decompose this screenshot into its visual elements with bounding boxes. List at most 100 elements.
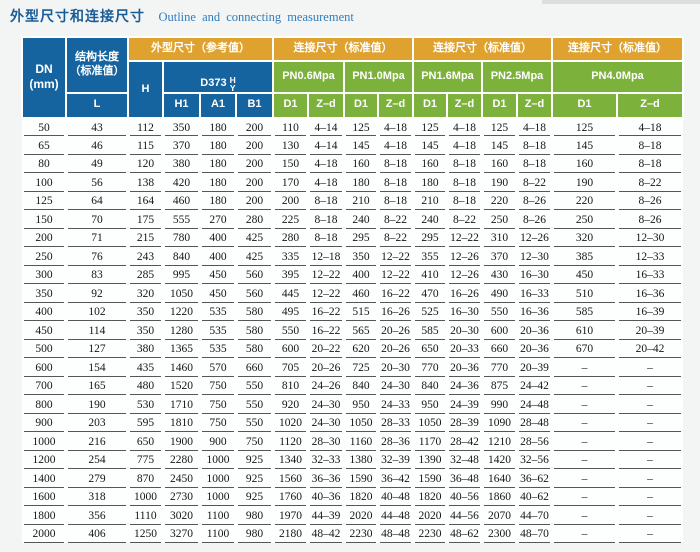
table-cell: 450 bbox=[200, 284, 236, 303]
table-cell: 400 bbox=[22, 302, 66, 322]
table-cell: 350 bbox=[128, 321, 163, 340]
table-header: DN (mm) 结构长度 （标准值） 外型尺寸（参考值） 连接尺寸（标准值） 连… bbox=[21, 36, 684, 119]
table-cell: 2000 bbox=[22, 524, 66, 544]
table-cell: 32–39 bbox=[378, 450, 413, 470]
table-row: 1600 318 1000 2730 1000 925 1760 40–36 1820 40–48… bbox=[22, 487, 683, 507]
table-cell: 990 bbox=[482, 395, 517, 414]
table-cell: 8–18 bbox=[308, 210, 344, 229]
table-cell: 8–18 bbox=[308, 191, 344, 211]
table-cell: 510 bbox=[552, 284, 617, 303]
table-cell: 1380 bbox=[344, 450, 378, 470]
table-cell: 24–48 bbox=[517, 395, 552, 414]
header-structural-length: 结构长度 （标准值） bbox=[65, 36, 129, 94]
table-cell: – bbox=[617, 450, 683, 470]
table-cell: 120 bbox=[128, 154, 163, 174]
table-cell: 800 bbox=[22, 395, 66, 414]
table-cell: 1420 bbox=[482, 450, 517, 470]
table-cell: 28–56 bbox=[517, 432, 552, 451]
header-pn25: PN2.5Mpa bbox=[481, 60, 553, 94]
table-cell: 380 bbox=[128, 339, 163, 359]
table-cell: 580 bbox=[236, 339, 273, 359]
table-cell: – bbox=[552, 450, 617, 470]
table-cell: 280 bbox=[273, 228, 308, 248]
table-cell: 4–18 bbox=[447, 136, 482, 155]
table-cell: 770 bbox=[482, 358, 517, 377]
table-row: 300 83 285 995 450 560 395 12–22 400 12–22 410 12–2… bbox=[22, 265, 683, 285]
table-cell: 320 bbox=[128, 284, 163, 303]
table-cell: 550 bbox=[236, 376, 273, 396]
header-outline-group: 外型尺寸（参考值） bbox=[127, 36, 274, 62]
table-cell: 80 bbox=[22, 154, 66, 174]
table-cell: 8–18 bbox=[447, 154, 482, 174]
table-cell: 145 bbox=[482, 136, 517, 155]
table-cell: 44–48 bbox=[378, 506, 413, 525]
table-cell: 180 bbox=[413, 173, 447, 192]
table-cell: 2730 bbox=[163, 487, 200, 507]
table-cell: 460 bbox=[344, 284, 378, 303]
table-row: 400 102 350 1220 535 580 495 16–22 515 16–26 525 16… bbox=[22, 302, 683, 322]
table-cell: 370 bbox=[482, 247, 517, 266]
table-cell: 450 bbox=[22, 321, 66, 340]
table-cell: 8–18 bbox=[517, 136, 552, 155]
table-cell: 1000 bbox=[22, 432, 66, 451]
table-cell: 1820 bbox=[344, 487, 378, 507]
table-cell: 1280 bbox=[163, 321, 200, 340]
table-cell: – bbox=[617, 395, 683, 414]
table-cell: 44–39 bbox=[308, 506, 344, 525]
table-cell: 8–26 bbox=[517, 191, 552, 211]
table-cell: 750 bbox=[200, 413, 236, 433]
header-d373: D373 H Y bbox=[162, 60, 274, 94]
table-cell: 180 bbox=[344, 173, 378, 192]
table-cell: 49 bbox=[66, 154, 128, 174]
table-cell: 350 bbox=[128, 302, 163, 322]
table-cell: 1120 bbox=[273, 432, 308, 451]
table-cell: 127 bbox=[66, 339, 128, 359]
table-cell: 380 bbox=[163, 154, 200, 174]
table-cell: 280 bbox=[236, 210, 273, 229]
header-pn10-zd: Z–d bbox=[377, 91, 414, 119]
table-cell: 660 bbox=[236, 358, 273, 377]
table-cell: 1400 bbox=[22, 469, 66, 488]
table-cell: 190 bbox=[482, 173, 517, 192]
table-cell: 210 bbox=[413, 191, 447, 211]
table-cell: 160 bbox=[413, 154, 447, 174]
table-cell: 450 bbox=[200, 265, 236, 285]
table-cell: 20–30 bbox=[447, 321, 482, 340]
table-cell: 875 bbox=[482, 376, 517, 396]
table-row: 1200 254 775 2280 1000 925 1340 32–33 1380 32–39 1… bbox=[22, 450, 683, 470]
table-cell: 28–48 bbox=[517, 413, 552, 433]
table-cell: – bbox=[552, 506, 617, 525]
table-cell: 16–33 bbox=[517, 284, 552, 303]
table-cell: 64 bbox=[66, 191, 128, 211]
table-cell: 36–62 bbox=[517, 469, 552, 488]
table-cell: 40–48 bbox=[378, 487, 413, 507]
table-cell: 1760 bbox=[273, 487, 308, 507]
table-cell: 16–33 bbox=[617, 265, 683, 285]
table-cell: 65 bbox=[22, 136, 66, 155]
table-cell: 925 bbox=[236, 450, 273, 470]
table-cell: 530 bbox=[128, 395, 163, 414]
table-cell: 1200 bbox=[22, 450, 66, 470]
table-cell: 650 bbox=[413, 339, 447, 359]
table-cell: 430 bbox=[482, 265, 517, 285]
table-cell: 225 bbox=[273, 210, 308, 229]
table-cell: 780 bbox=[163, 228, 200, 248]
table-cell: 28–42 bbox=[447, 432, 482, 451]
header-connect-group-2: 连接尺寸（标准值） bbox=[412, 36, 553, 62]
table-row: 50 43 112 350 180 200 110 4–14 125 4–18 125 4–18 125… bbox=[22, 117, 683, 137]
table-cell: 8–22 bbox=[617, 173, 683, 192]
table-cell: 210 bbox=[344, 191, 378, 211]
table-cell: 600 bbox=[273, 339, 308, 359]
table-cell: 1100 bbox=[200, 506, 236, 525]
table-cell: 250 bbox=[22, 247, 66, 266]
table-cell: 600 bbox=[482, 321, 517, 340]
table-cell: 2230 bbox=[413, 524, 447, 544]
title-english: Outline and connecting measurement bbox=[158, 10, 354, 24]
table-cell: 138 bbox=[128, 173, 163, 192]
table-cell: 8–18 bbox=[308, 228, 344, 248]
table-cell: 12–26 bbox=[447, 247, 482, 266]
table-cell: 555 bbox=[163, 210, 200, 229]
table-row: 100 56 138 420 180 200 170 4–18 180 8–18 180 8–18 19… bbox=[22, 173, 683, 192]
table-cell: 24–30 bbox=[378, 376, 413, 396]
table-cell: 470 bbox=[413, 284, 447, 303]
